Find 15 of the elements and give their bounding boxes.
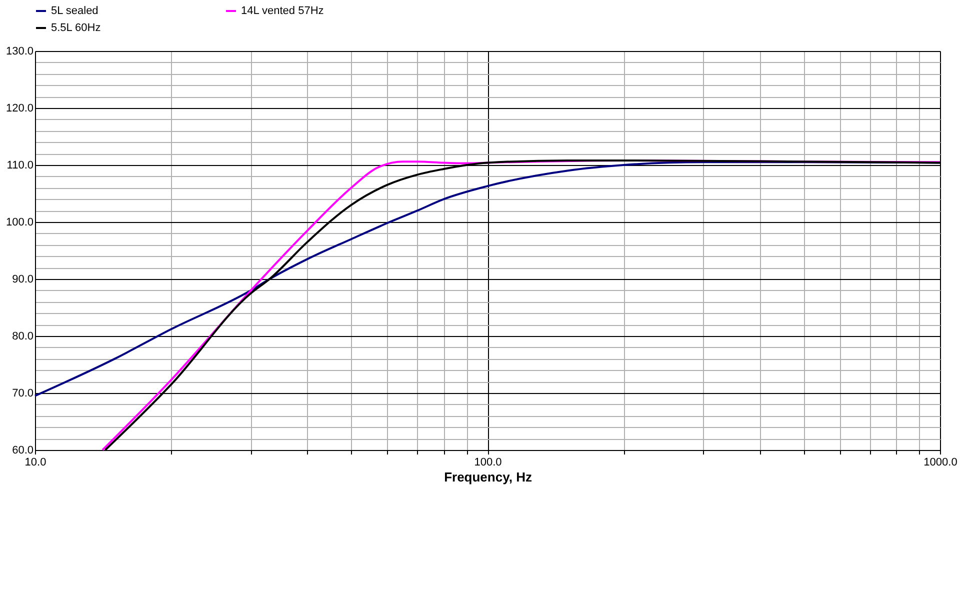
y-tick-label: 60.0 [12, 444, 34, 456]
legend-label: 5L sealed [51, 5, 98, 17]
y-tick-label: 80.0 [12, 330, 34, 342]
legend-label: 5.5L 60Hz [51, 22, 101, 34]
x-axis-title: Frequency, Hz [444, 470, 532, 484]
y-tick-label: 120.0 [6, 102, 34, 114]
y-tick-label: 130.0 [6, 46, 34, 58]
x-tick-label: 100.0 [474, 456, 502, 468]
x-tick-label: 10.0 [24, 456, 46, 468]
y-tick-label: 110.0 [6, 160, 34, 172]
x-tick-label: 1000.0 [924, 456, 958, 468]
legend-label: 14L vented 57Hz [241, 5, 324, 17]
y-tick-label: 90.0 [12, 274, 34, 286]
y-tick-label: 100.0 [6, 216, 34, 228]
y-tick-label: 70.0 [12, 388, 34, 400]
